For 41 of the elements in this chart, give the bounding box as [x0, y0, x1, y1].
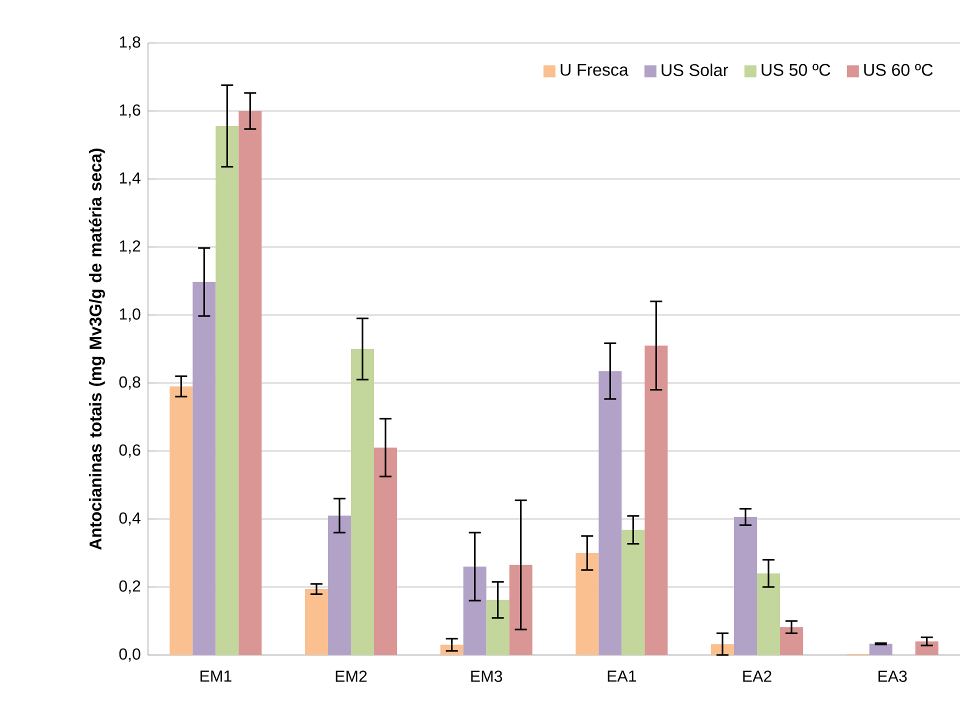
x-tick-label: EM1 — [200, 670, 232, 682]
y-tick-label: 0,2 — [119, 580, 140, 594]
x-tick-label: EA2 — [743, 670, 772, 682]
y-tick-label: 0,0 — [119, 648, 140, 662]
legend-label: US Solar — [662, 64, 728, 76]
y-tick-label: 1,4 — [120, 172, 140, 186]
bar — [711, 644, 734, 655]
bar — [486, 600, 510, 655]
y-tick-label: 0,6 — [119, 444, 140, 458]
y-tick-label: 0,8 — [119, 376, 140, 390]
bar — [598, 371, 622, 655]
legend-label: US 50 ºC — [762, 64, 830, 76]
bar — [734, 516, 758, 655]
bar — [328, 516, 352, 655]
legend-label: US 60 ºC — [864, 64, 933, 76]
y-axis-title: Antocianinas totais (mg Mv3G/g de matéria seca) — [88, 148, 105, 550]
bar — [576, 553, 599, 655]
y-tick-label: 0,4 — [119, 512, 140, 526]
bar — [869, 644, 892, 655]
x-tick-label: EM3 — [471, 670, 502, 682]
bar — [351, 348, 374, 655]
y-tick-label: 1,0 — [120, 308, 140, 322]
x-tick-label: EA3 — [878, 670, 907, 682]
bar — [644, 346, 668, 655]
bar — [374, 448, 398, 655]
bar — [216, 126, 239, 655]
y-tick-label: 1,6 — [120, 104, 140, 118]
bar — [305, 589, 328, 655]
bar — [757, 573, 780, 655]
bar — [238, 111, 262, 655]
legend-label: U Fresca — [560, 64, 628, 76]
bar — [915, 641, 938, 655]
bar — [622, 530, 645, 655]
x-tick-label: EM2 — [336, 670, 367, 682]
y-tick-label: 1,8 — [120, 36, 140, 50]
x-tick-label: EA1 — [608, 670, 636, 682]
bar — [463, 566, 486, 655]
y-tick-label: 1,2 — [120, 240, 140, 254]
bar — [780, 627, 804, 655]
bar — [170, 386, 193, 655]
bar — [192, 282, 216, 655]
